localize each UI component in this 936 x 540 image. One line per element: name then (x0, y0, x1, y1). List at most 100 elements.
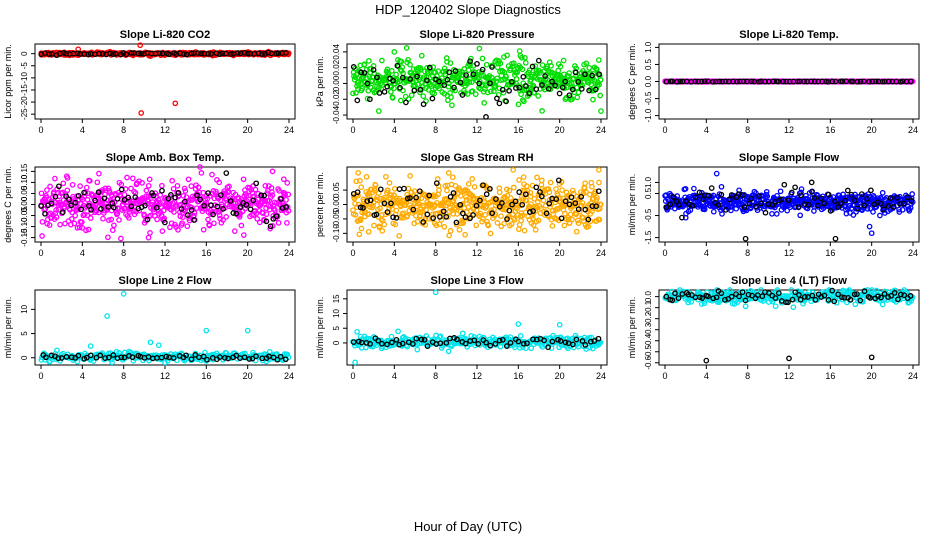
data-point (183, 352, 189, 359)
chart-title: Slope Line 4 (LT) Flow (731, 275, 847, 287)
data-point (204, 356, 210, 363)
data-point (59, 209, 66, 216)
data-point (358, 184, 365, 191)
data-point (411, 188, 418, 194)
data-point (445, 170, 452, 176)
data-point (578, 202, 585, 209)
data-point (503, 206, 509, 213)
data-point (534, 174, 540, 181)
data-point (175, 226, 181, 233)
chart-title: Slope Sample Flow (739, 152, 840, 164)
data-point (354, 328, 360, 335)
data-point (835, 204, 842, 210)
data-point (559, 187, 565, 193)
data-point (162, 359, 168, 366)
data-point (543, 210, 550, 217)
data-point (206, 222, 213, 229)
data-point (443, 213, 450, 220)
data-point (556, 321, 563, 328)
data-point (180, 214, 186, 221)
data-point (284, 180, 291, 186)
x-tick-label: 20 (555, 248, 565, 258)
y-axis-label: ml/min per min. (627, 297, 637, 359)
data-point (457, 201, 464, 208)
data-point (437, 333, 444, 340)
x-tick-label: 4 (704, 371, 709, 381)
series-hourly (350, 334, 602, 351)
data-point (352, 359, 358, 366)
data-point (789, 296, 796, 303)
data-point (778, 196, 785, 203)
x-tick-label: 16 (201, 248, 211, 258)
data-point (477, 210, 484, 217)
data-point (235, 50, 241, 56)
data-point (591, 338, 598, 344)
data-point (403, 99, 409, 106)
x-tick-label: 8 (433, 125, 438, 135)
data-point (240, 176, 247, 183)
data-point (105, 234, 111, 241)
y-tick-label: 0.00 (20, 196, 29, 212)
data-point (669, 297, 676, 304)
data-point (449, 102, 455, 109)
data-point (205, 216, 211, 223)
data-point (396, 78, 402, 85)
data-point (460, 220, 467, 226)
data-point (191, 217, 197, 223)
data-point (272, 207, 278, 214)
data-point (483, 191, 490, 198)
data-point (361, 61, 368, 68)
x-tick-label: 0 (662, 371, 667, 381)
data-point (225, 355, 231, 362)
data-point (522, 54, 528, 61)
y-tick-label: 0 (20, 355, 29, 360)
data-point (839, 78, 846, 85)
y-tick-label: 0 (20, 51, 29, 56)
data-point (101, 210, 107, 216)
data-point (399, 74, 406, 81)
data-point (370, 202, 376, 209)
data-point (46, 51, 53, 57)
data-point (559, 84, 566, 91)
data-point (184, 223, 191, 230)
data-point (413, 335, 420, 342)
data-point (772, 303, 779, 310)
data-point (870, 209, 876, 215)
data-point (420, 101, 427, 108)
data-point (509, 201, 515, 208)
data-point (366, 211, 372, 217)
y-tick-label: 0.00 (332, 196, 341, 212)
data-point (360, 205, 366, 211)
data-point (494, 95, 500, 102)
data-point (75, 352, 82, 359)
data-point (218, 192, 224, 198)
data-point (552, 82, 558, 89)
data-point (85, 51, 92, 58)
data-point (445, 97, 451, 104)
data-point (430, 215, 437, 221)
data-point (66, 196, 72, 203)
data-point (392, 221, 399, 228)
data-point (596, 71, 603, 78)
data-point (38, 357, 45, 363)
y-tick-label: -0.10 (20, 217, 29, 236)
data-point (518, 91, 524, 98)
data-point (475, 341, 482, 347)
data-point (469, 176, 476, 182)
data-point (592, 86, 599, 93)
data-point (413, 194, 419, 201)
y-axis-label: Licor ppm per min. (3, 44, 13, 119)
data-point (866, 78, 872, 85)
data-point (121, 354, 128, 361)
data-point (38, 203, 44, 209)
data-point (424, 211, 431, 218)
data-point (485, 222, 492, 229)
data-point (784, 207, 791, 214)
data-point (909, 191, 916, 197)
data-point (850, 212, 857, 218)
data-point (857, 78, 864, 85)
data-point (390, 214, 396, 221)
x-tick-label: 16 (201, 125, 211, 135)
data-point (57, 221, 63, 228)
